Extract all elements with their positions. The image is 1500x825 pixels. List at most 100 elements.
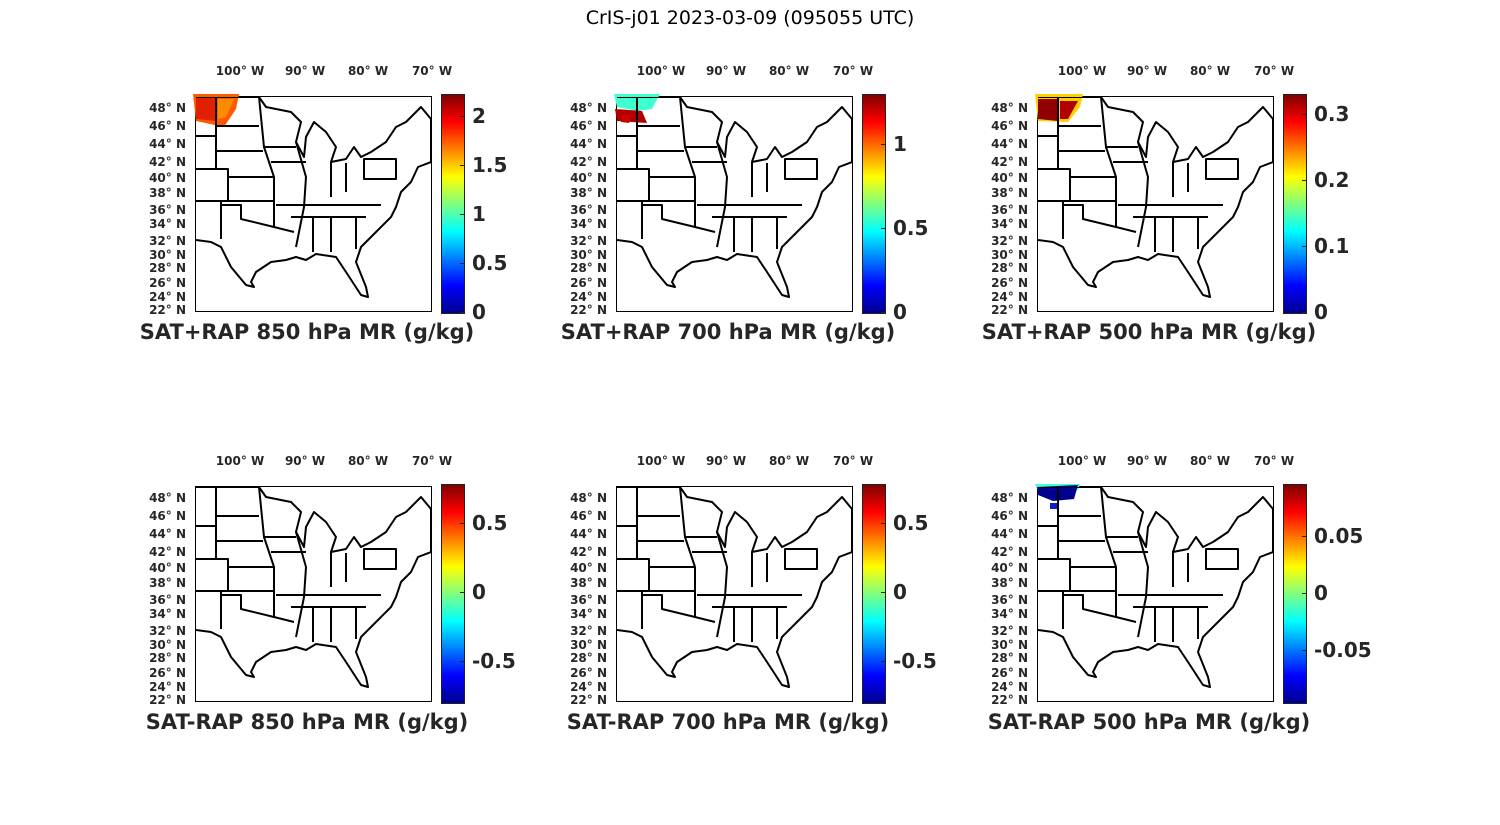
lon-tick-label: 70° W bbox=[1253, 64, 1295, 78]
lat-tick-label: 26° N bbox=[570, 666, 607, 680]
colorbar-tick-label: 0 bbox=[893, 300, 907, 324]
lat-tick-label: 24° N bbox=[570, 290, 607, 304]
lat-tick-label: 46° N bbox=[570, 119, 607, 133]
lat-tick-label: 24° N bbox=[991, 680, 1028, 694]
state-outline bbox=[1038, 487, 1273, 688]
map-axes bbox=[1035, 94, 1274, 312]
colorbar-tick-label: 2 bbox=[472, 103, 486, 128]
lat-tick-label: 22° N bbox=[570, 303, 607, 317]
satellite-swath bbox=[621, 115, 632, 123]
map-axes bbox=[193, 94, 432, 312]
lat-tick-label: 24° N bbox=[570, 680, 607, 694]
lon-tick-label: 80° W bbox=[347, 454, 389, 468]
lat-tick-label: 34° N bbox=[570, 607, 607, 621]
state-outline bbox=[617, 487, 852, 688]
lat-tick-label: 26° N bbox=[149, 276, 186, 290]
colorbar-tick-label: 1 bbox=[472, 201, 486, 226]
lat-tick-label: 28° N bbox=[570, 261, 607, 275]
lat-tick-label: 32° N bbox=[991, 624, 1028, 638]
colorbar-tick-label: 1 bbox=[893, 132, 907, 157]
lat-tick-label: 42° N bbox=[991, 545, 1028, 559]
map-axes bbox=[195, 486, 432, 702]
lat-tick-label: 42° N bbox=[570, 545, 607, 559]
colorbar-tick-label: 0 bbox=[1314, 581, 1328, 605]
lat-tick-label: 30° N bbox=[149, 638, 186, 652]
lat-tick-label: 28° N bbox=[991, 261, 1028, 275]
us-state-borders bbox=[614, 94, 852, 298]
lon-tick-label: 80° W bbox=[1189, 454, 1231, 468]
lat-tick-label: 46° N bbox=[991, 119, 1028, 133]
colorbar bbox=[862, 94, 886, 314]
satellite-swath bbox=[218, 99, 234, 119]
colorbar-tick-mark bbox=[1302, 245, 1306, 247]
lat-tick-label: 22° N bbox=[570, 693, 607, 707]
colorbar-tick-mark bbox=[460, 591, 464, 593]
lat-tick-label: 40° N bbox=[991, 561, 1028, 575]
lat-tick-label: 40° N bbox=[570, 171, 607, 185]
lat-tick-label: 32° N bbox=[991, 234, 1028, 248]
us-state-borders bbox=[1035, 94, 1273, 298]
lat-tick-label: 44° N bbox=[149, 527, 186, 541]
lat-tick-label: 34° N bbox=[991, 217, 1028, 231]
colorbar-tick-mark bbox=[1302, 650, 1306, 652]
lon-tick-label: 100° W bbox=[215, 454, 265, 468]
lat-tick-label: 36° N bbox=[991, 593, 1028, 607]
lon-tick-label: 70° W bbox=[411, 64, 453, 78]
map-axes bbox=[1035, 484, 1274, 702]
colorbar-tick-label: 0 bbox=[893, 579, 907, 604]
figure-title: CrIS-j01 2023-03-09 (095055 UTC) bbox=[585, 7, 915, 29]
colorbar bbox=[1283, 94, 1307, 314]
panel-title: SAT+RAP 850 hPa MR (g/kg) bbox=[139, 320, 475, 344]
lat-tick-label: 22° N bbox=[149, 693, 186, 707]
colorbar-tick-label: 0.05 bbox=[1314, 523, 1364, 548]
lat-tick-label: 22° N bbox=[991, 303, 1028, 317]
lon-tick-label: 90° W bbox=[1126, 454, 1168, 468]
colorbar-tick-label: -0.05 bbox=[1314, 638, 1372, 663]
lon-tick-label: 80° W bbox=[1189, 64, 1231, 78]
state-outline bbox=[196, 97, 431, 298]
lat-tick-label: 36° N bbox=[149, 203, 186, 217]
lon-tick-label: 100° W bbox=[636, 64, 686, 78]
lat-tick-label: 44° N bbox=[991, 137, 1028, 151]
lat-tick-label: 38° N bbox=[570, 186, 607, 200]
colorbar-tick-mark bbox=[881, 312, 885, 313]
lon-tick-label: 70° W bbox=[832, 454, 874, 468]
lat-tick-label: 44° N bbox=[570, 527, 607, 541]
colorbar-tick-mark bbox=[460, 262, 464, 264]
lon-tick-label: 90° W bbox=[1126, 64, 1168, 78]
map-axes bbox=[616, 486, 853, 702]
colorbar bbox=[441, 94, 465, 314]
lat-tick-label: 34° N bbox=[149, 217, 186, 231]
lat-tick-label: 40° N bbox=[991, 171, 1028, 185]
us-state-borders bbox=[617, 487, 852, 688]
lat-tick-label: 32° N bbox=[149, 624, 186, 638]
us-state-borders bbox=[196, 487, 431, 688]
colorbar bbox=[862, 484, 886, 704]
lat-tick-label: 38° N bbox=[149, 186, 186, 200]
lat-tick-label: 38° N bbox=[991, 186, 1028, 200]
lat-tick-label: 22° N bbox=[149, 303, 186, 317]
colorbar-tick-mark bbox=[881, 660, 885, 662]
state-outline bbox=[617, 97, 852, 298]
colorbar-tick-label: 0.5 bbox=[893, 510, 929, 535]
lon-tick-label: 100° W bbox=[1057, 454, 1107, 468]
lat-tick-label: 30° N bbox=[570, 248, 607, 262]
colorbar-tick-mark bbox=[881, 228, 885, 230]
lat-tick-label: 30° N bbox=[991, 638, 1028, 652]
lat-tick-label: 36° N bbox=[991, 203, 1028, 217]
colorbar-tick-mark bbox=[460, 164, 464, 166]
colorbar-tick-label: 0 bbox=[472, 300, 486, 324]
lat-tick-label: 38° N bbox=[991, 576, 1028, 590]
lat-tick-label: 40° N bbox=[149, 561, 186, 575]
lat-tick-label: 42° N bbox=[991, 155, 1028, 169]
lat-tick-label: 44° N bbox=[149, 137, 186, 151]
lat-tick-label: 46° N bbox=[149, 509, 186, 523]
lat-tick-label: 28° N bbox=[149, 651, 186, 665]
lat-tick-label: 26° N bbox=[991, 666, 1028, 680]
colorbar-tick-mark bbox=[1302, 312, 1306, 313]
lat-tick-label: 46° N bbox=[991, 509, 1028, 523]
colorbar-tick-label: -0.5 bbox=[472, 648, 516, 673]
panel-title: SAT+RAP 700 hPa MR (g/kg) bbox=[560, 320, 896, 344]
satellite-swath bbox=[1060, 101, 1078, 119]
map-axes bbox=[614, 94, 853, 312]
